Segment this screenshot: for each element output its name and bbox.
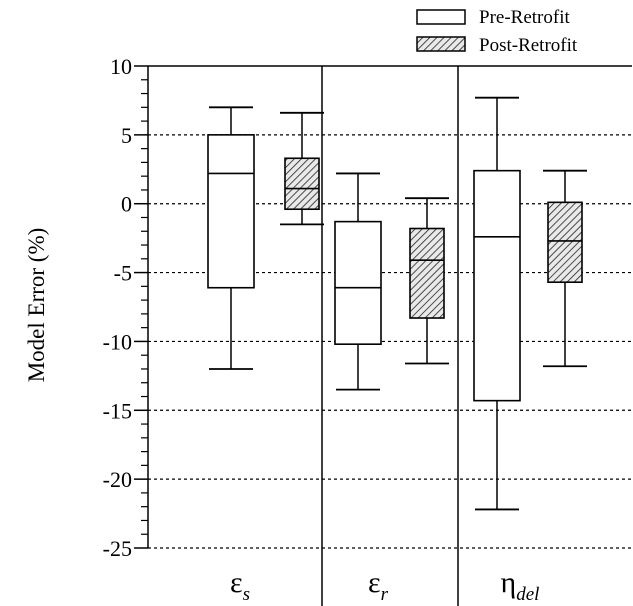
box-pre-retrofit <box>207 134 255 289</box>
box-pre-retrofit <box>334 220 382 345</box>
y-tick-label: -15 <box>103 398 132 423</box>
box-post-retrofit <box>547 201 583 284</box>
box-post-retrofit <box>284 157 320 211</box>
legend-label-pre-retrofit: Pre-Retrofit <box>479 7 570 28</box>
axes <box>147 65 632 606</box>
group-labels: εs εr ηdel <box>230 566 539 605</box>
legend-swatch-post-retrofit <box>416 36 466 52</box>
y-tick-label: -25 <box>103 536 132 561</box>
boxes <box>207 96 587 511</box>
category-label: ηdel <box>501 566 540 605</box>
ticks: 10 5 0 -5 -10 -15 -20 -25 <box>103 54 148 561</box>
box-post-retrofit <box>409 227 445 319</box>
y-tick-label: -10 <box>103 329 132 354</box>
legend: Pre-Retrofit Post-Retrofit <box>416 7 578 56</box>
category-label: εr <box>368 566 389 605</box>
legend-swatch-pre-retrofit <box>416 9 466 25</box>
y-tick-label: 5 <box>121 123 132 148</box>
legend-label-post-retrofit: Post-Retrofit <box>479 35 578 56</box>
y-tick-label: 10 <box>110 54 132 79</box>
y-tick-label: -5 <box>114 261 132 286</box>
category-label: εs <box>230 566 250 605</box>
y-tick-label: 0 <box>121 192 132 217</box>
y-tick-label: -20 <box>103 467 132 492</box>
y-axis-title: Model Error (%) <box>24 228 49 383</box>
box-pre-retrofit <box>473 169 521 402</box>
